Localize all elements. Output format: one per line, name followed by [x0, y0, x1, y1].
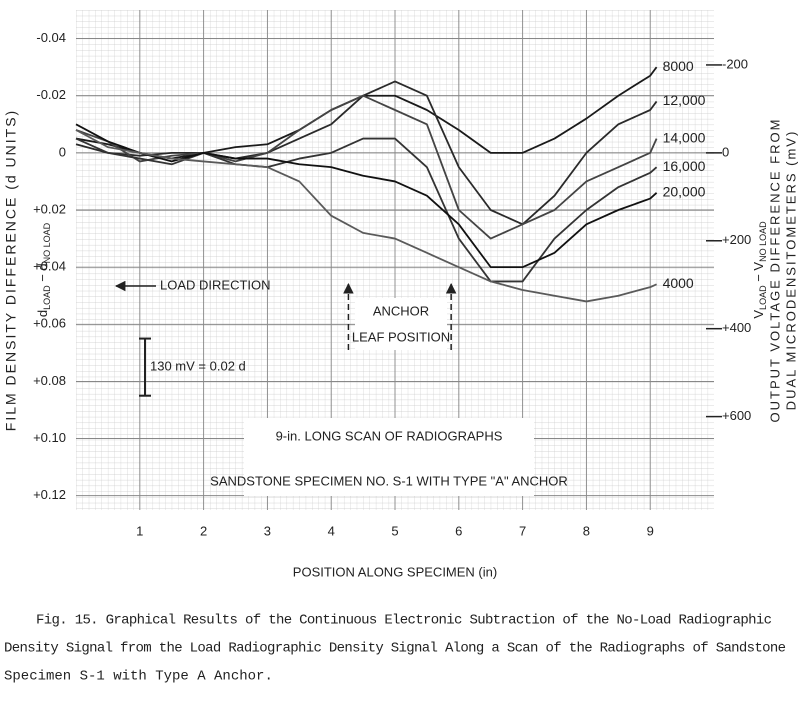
y2-tick-label: +400 — [722, 320, 751, 335]
x-tick-label: 9 — [647, 523, 654, 538]
x-axis-title: POSITION ALONG SPECIMEN (in) — [293, 564, 497, 579]
y2-tick-label: +200 — [722, 232, 751, 247]
data-line — [75, 80, 658, 226]
x-tick-label: 3 — [264, 523, 271, 538]
label-box — [244, 418, 534, 496]
x-tick-label: 1 — [136, 523, 143, 538]
data-line — [75, 66, 658, 160]
y-axis-formula: dLOAD − dNO LOAD — [35, 222, 52, 317]
annotation: 130 mV = 0.02 d — [150, 359, 246, 374]
data-line — [75, 137, 658, 283]
annotation: ANCHOR — [373, 303, 429, 318]
y-axis-title: FILM DENSITY DIFFERENCE (d UNITS) — [3, 109, 19, 431]
y2-axis-formula: VLOAD − VNO LOAD — [751, 221, 768, 319]
data-line — [75, 94, 658, 240]
caption: Density Signal from the Load Radiographi… — [4, 641, 786, 657]
label-box — [355, 298, 447, 350]
caption: Specimen S-1 with Type A Anchor. — [4, 669, 273, 685]
y-tick-label: +0.12 — [33, 487, 66, 502]
y2-axis-title: DUAL MICRODENSITOMETERS (mV) — [783, 130, 798, 411]
y-tick-label: +0.08 — [33, 373, 66, 388]
series-label: 4000 — [663, 275, 694, 291]
annotation: LOAD DIRECTION — [160, 277, 271, 292]
y-tick-label: 0 — [59, 144, 66, 159]
series-label: 14,000 — [663, 129, 706, 145]
y2-axis-title: OUTPUT VOLTAGE DIFFERENCE FROM — [767, 118, 782, 423]
series-label: 20,000 — [663, 184, 706, 200]
series-label: 8000 — [663, 58, 694, 74]
y-tick-label: -0.04 — [36, 30, 66, 45]
y2-tick-label: -200 — [722, 56, 748, 71]
x-tick-label: 4 — [328, 523, 335, 538]
data-line — [75, 123, 658, 269]
y-tick-label: +0.10 — [33, 430, 66, 445]
y2-tick-label: +600 — [722, 408, 751, 423]
annotation: SANDSTONE SPECIMEN NO. S-1 WITH TYPE "A"… — [210, 473, 568, 488]
x-tick-label: 5 — [391, 523, 398, 538]
data-line — [75, 129, 657, 303]
caption: Fig. 15. Graphical Results of the Contin… — [36, 613, 772, 629]
x-tick-label: 6 — [455, 523, 462, 538]
annotation: 9-in. LONG SCAN OF RADIOGRAPHS — [276, 428, 503, 443]
x-tick-label: 2 — [200, 523, 207, 538]
y-tick-label: +0.06 — [33, 316, 66, 331]
series-label: 16,000 — [663, 158, 706, 174]
x-tick-label: 7 — [519, 523, 526, 538]
y2-tick-label: 0 — [722, 144, 729, 159]
series-label: 12,000 — [663, 92, 706, 108]
x-tick-label: 8 — [583, 523, 590, 538]
annotation: LEAF POSITION — [352, 329, 450, 344]
y-tick-label: +0.02 — [33, 201, 66, 216]
y-tick-label: +0.04 — [33, 259, 66, 274]
y-tick-label: -0.02 — [36, 87, 66, 102]
